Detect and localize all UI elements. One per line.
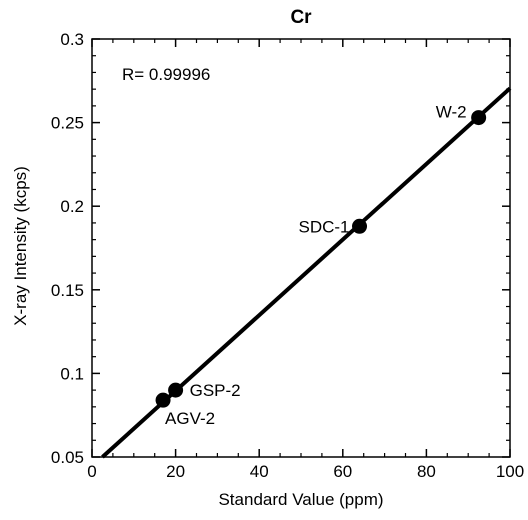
y-tick-label: 0.3 xyxy=(60,30,84,49)
data-point xyxy=(352,218,368,234)
x-tick-label: 20 xyxy=(166,462,185,481)
point-label: AGV-2 xyxy=(165,409,215,428)
axis-ticks: 0 20 40 60 80 100 0.05 0.1 0.15 0.2 0.25 0.3 xyxy=(51,30,524,481)
r-value-annotation: R= 0.99996 xyxy=(122,65,210,84)
x-axis-title: Standard Value (ppm) xyxy=(218,490,383,509)
y-tick-label: 0.1 xyxy=(60,364,84,383)
data-point xyxy=(168,382,184,398)
point-label: GSP-2 xyxy=(190,381,241,400)
y-tick-label: 0.15 xyxy=(51,281,84,300)
x-tick-label: 0 xyxy=(87,462,96,481)
x-tick-label: 60 xyxy=(333,462,352,481)
regression-line xyxy=(101,86,512,459)
y-tick-label: 0.25 xyxy=(51,114,84,133)
data-points: AGV-2 GSP-2 SDC-1 W-2 xyxy=(155,103,487,428)
y-axis-title: X-ray Intensity (kcps) xyxy=(11,166,30,326)
data-point xyxy=(471,110,487,126)
x-tick-label: 80 xyxy=(417,462,436,481)
point-label: W-2 xyxy=(436,103,467,122)
point-label: SDC-1 xyxy=(299,217,350,236)
chart-title: Cr xyxy=(290,7,312,28)
y-tick-label: 0.05 xyxy=(51,448,84,467)
y-tick-label: 0.2 xyxy=(60,197,84,216)
x-tick-label: 100 xyxy=(496,462,524,481)
x-tick-label: 40 xyxy=(250,462,269,481)
data-point xyxy=(155,392,171,408)
